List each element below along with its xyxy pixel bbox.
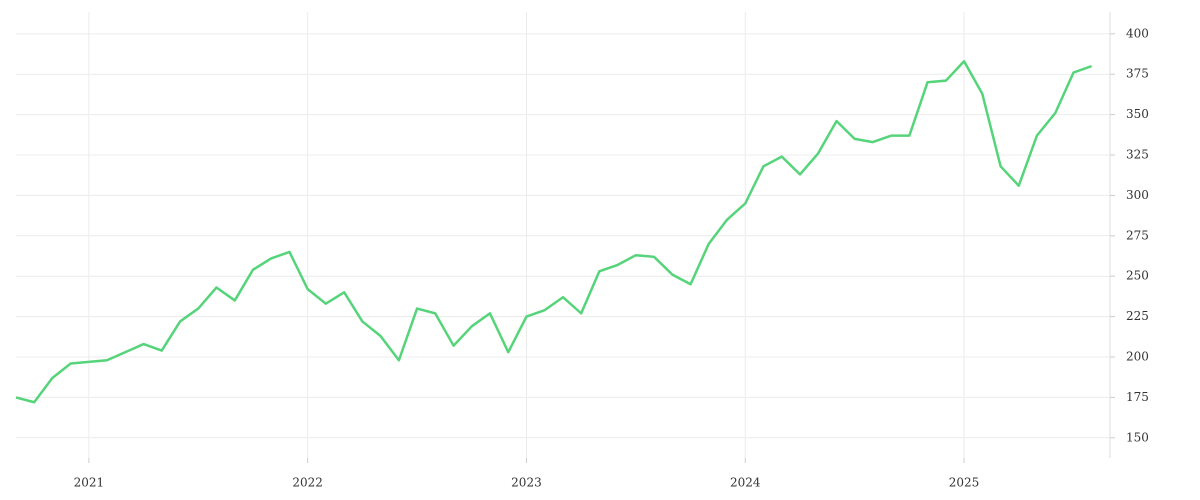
- y-tick-label: 250: [1126, 269, 1149, 283]
- line: [15, 60, 1093, 404]
- y-tick-label: 350: [1126, 107, 1149, 121]
- x-tick-label: 2024: [730, 476, 761, 490]
- y-tick-label: 275: [1126, 228, 1149, 242]
- y-tick-label: 225: [1126, 309, 1149, 323]
- y-tick-label: 325: [1126, 148, 1149, 162]
- x-tick-label: 2023: [511, 476, 542, 490]
- x-tick-label: 2022: [292, 476, 323, 490]
- x-tick-label: 2025: [949, 476, 980, 490]
- x-tick-label: 2021: [74, 476, 105, 490]
- y-tick-label: 300: [1126, 188, 1149, 202]
- y-tick-label: 400: [1126, 26, 1149, 40]
- y-tick-label: 175: [1126, 390, 1149, 404]
- y-tick-label: 375: [1126, 67, 1149, 81]
- y-tick-label: 150: [1126, 430, 1149, 444]
- y-tick-label: 200: [1126, 350, 1149, 364]
